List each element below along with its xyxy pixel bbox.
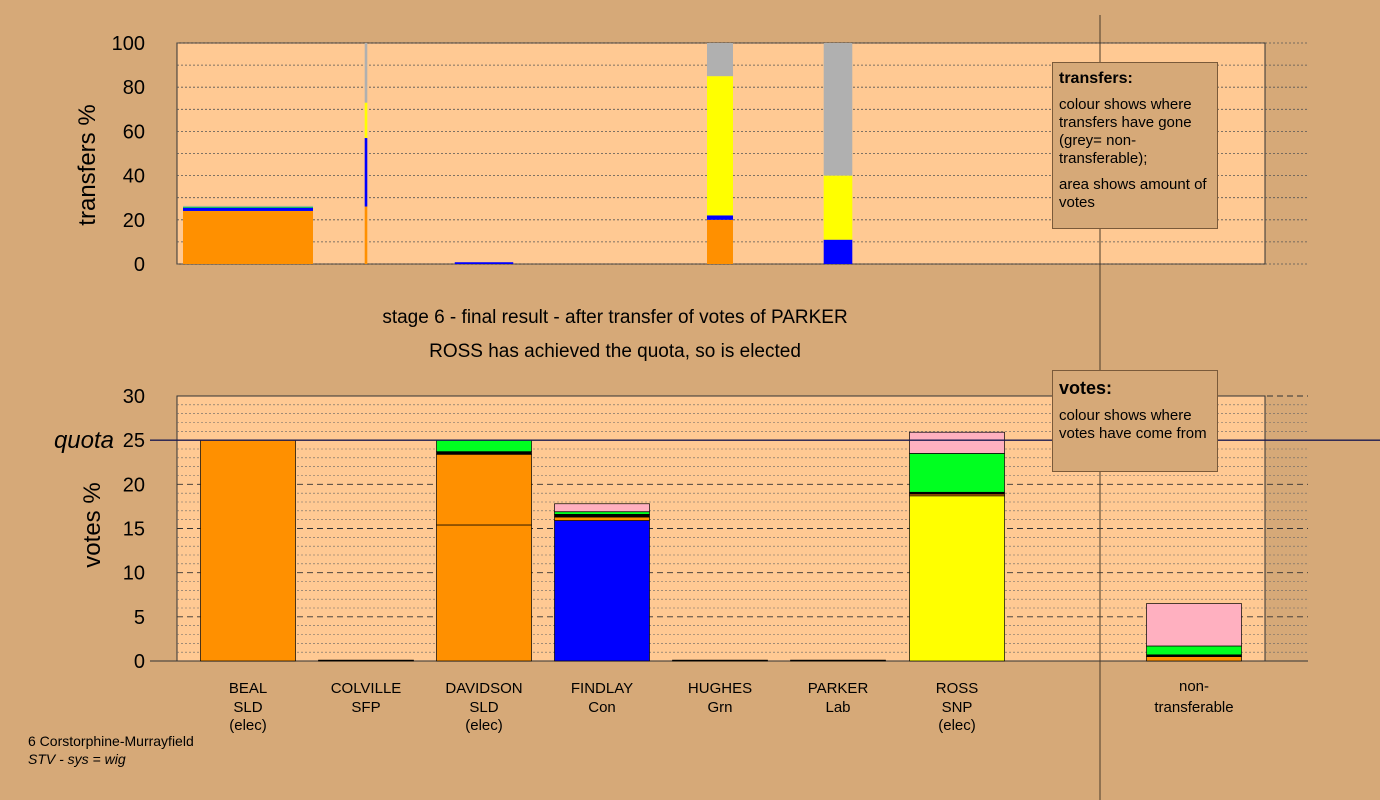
- transfer-segment: [707, 76, 733, 216]
- votes-tick-label: 25: [123, 430, 145, 452]
- vote-segment: [318, 659, 414, 662]
- candidate-party-label: SLD: [469, 699, 498, 716]
- transfers-tick-label: 20: [123, 210, 145, 232]
- candidate-party-label: SFP: [351, 699, 380, 716]
- transfer-segment: [183, 210, 313, 264]
- votes-tick-label: 30: [123, 386, 145, 408]
- vote-segment: [436, 451, 532, 455]
- transfer-segment: [707, 219, 733, 264]
- candidate-name-label: DAVIDSON: [445, 680, 522, 697]
- votes-legend: votes: colour shows where votes have com…: [1052, 370, 1218, 472]
- candidate-name-label: HUGHES: [688, 680, 752, 697]
- vote-segment: [554, 503, 650, 513]
- stage-caption: stage 6 - final result - after transfer …: [382, 307, 847, 328]
- transfer-segment: [183, 206, 313, 208]
- transfers-tick-label: 80: [123, 77, 145, 99]
- vote-segment: [790, 659, 886, 662]
- transfers-tick-label: 100: [112, 33, 145, 55]
- nontransferable-label: non-: [1179, 678, 1209, 695]
- candidate-name-label: PARKER: [808, 680, 869, 697]
- nontransferable-segment: [1146, 645, 1242, 656]
- candidate-name-label: FINDLAY: [571, 680, 633, 697]
- vote-segment: [909, 453, 1005, 493]
- transfer-segment: [823, 175, 853, 240]
- candidate-party-label: SNP: [942, 699, 973, 716]
- votes-tick-label: 0: [134, 651, 145, 673]
- constituency-label: 6 Corstorphine-Murrayfield: [28, 733, 194, 749]
- transfer-segment: [823, 43, 853, 176]
- vote-segment: [436, 524, 532, 662]
- candidate-party-label: SLD: [233, 699, 262, 716]
- transfer-segment: [364, 206, 368, 264]
- transfers-legend: transfers: colour shows where transfers …: [1052, 62, 1218, 229]
- votes-y-axis-title: votes %: [79, 482, 106, 567]
- candidate-name-label: COLVILLE: [331, 680, 402, 697]
- votes-tick-label: 5: [134, 607, 145, 629]
- nontransferable-segment: [1146, 603, 1242, 647]
- votes-legend-title: votes:: [1059, 378, 1113, 398]
- transfers-legend-text-area: area shows amount of votes: [1059, 176, 1207, 211]
- candidate-name-label: ROSS: [936, 680, 979, 697]
- vote-segment: [554, 520, 650, 662]
- transfer-segment: [183, 205, 313, 207]
- nontransferable-label: transferable: [1154, 699, 1233, 716]
- vote-segment: [554, 511, 650, 515]
- quota-label: quota: [54, 427, 114, 454]
- candidate-name-label: BEAL: [229, 680, 267, 697]
- transfers-legend-text-colour: colour shows where transfers have gone (…: [1059, 96, 1192, 167]
- votes-tick-label: 10: [123, 563, 145, 585]
- nontransferable-segment: [1146, 656, 1242, 662]
- vote-segment: [909, 431, 1005, 454]
- vote-segment: [200, 439, 296, 662]
- candidate-status-label: (elec): [465, 717, 503, 734]
- candidate-party-label: Lab: [825, 699, 850, 716]
- transfers-tick-label: 60: [123, 121, 145, 143]
- transfer-segment: [364, 102, 368, 139]
- candidate-status-label: (elec): [229, 717, 267, 734]
- transfer-segment: [707, 43, 733, 77]
- transfer-segment: [707, 215, 733, 220]
- result-caption: ROSS has achieved the quota, so is elect…: [429, 341, 801, 362]
- votes-legend-text: colour shows where votes have come from: [1059, 407, 1207, 442]
- transfers-y-axis-title: transfers %: [74, 104, 101, 225]
- transfer-segment: [364, 138, 368, 207]
- votes-tick-label: 15: [123, 519, 145, 541]
- vote-segment: [554, 514, 650, 518]
- candidate-party-label: Grn: [707, 699, 732, 716]
- vote-segment: [436, 439, 532, 452]
- transfer-segment: [823, 239, 853, 264]
- candidate-party-label: Con: [588, 699, 616, 716]
- candidate-status-label: (elec): [938, 717, 976, 734]
- transfers-tick-label: 0: [134, 254, 145, 276]
- transfers-legend-title: transfers:: [1059, 70, 1133, 87]
- vote-segment: [909, 495, 1005, 662]
- transfer-segment: [183, 207, 313, 211]
- transfer-segment: [364, 43, 368, 103]
- system-label: STV - sys = wig: [28, 751, 126, 767]
- vote-segment: [672, 659, 768, 662]
- vote-segment: [436, 453, 532, 526]
- votes-tick-label: 20: [123, 474, 145, 496]
- vote-segment: [554, 516, 650, 521]
- transfer-segment: [454, 262, 514, 264]
- transfers-tick-label: 40: [123, 166, 145, 188]
